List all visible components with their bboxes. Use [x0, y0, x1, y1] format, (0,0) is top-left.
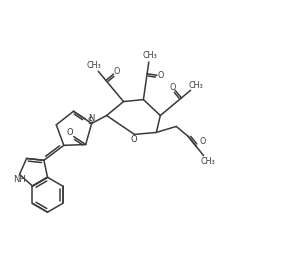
Text: CH₃: CH₃ [188, 81, 203, 90]
Text: O: O [67, 128, 73, 137]
Text: S: S [88, 117, 93, 126]
Text: O: O [130, 135, 137, 144]
Text: O: O [158, 71, 164, 80]
Text: O: O [169, 83, 176, 92]
Text: O: O [113, 67, 120, 76]
Text: NH: NH [13, 175, 26, 184]
Text: CH₃: CH₃ [142, 51, 157, 59]
Text: N: N [88, 114, 95, 123]
Text: O: O [199, 137, 205, 146]
Text: CH₃: CH₃ [201, 157, 215, 166]
Text: CH₃: CH₃ [87, 61, 101, 70]
